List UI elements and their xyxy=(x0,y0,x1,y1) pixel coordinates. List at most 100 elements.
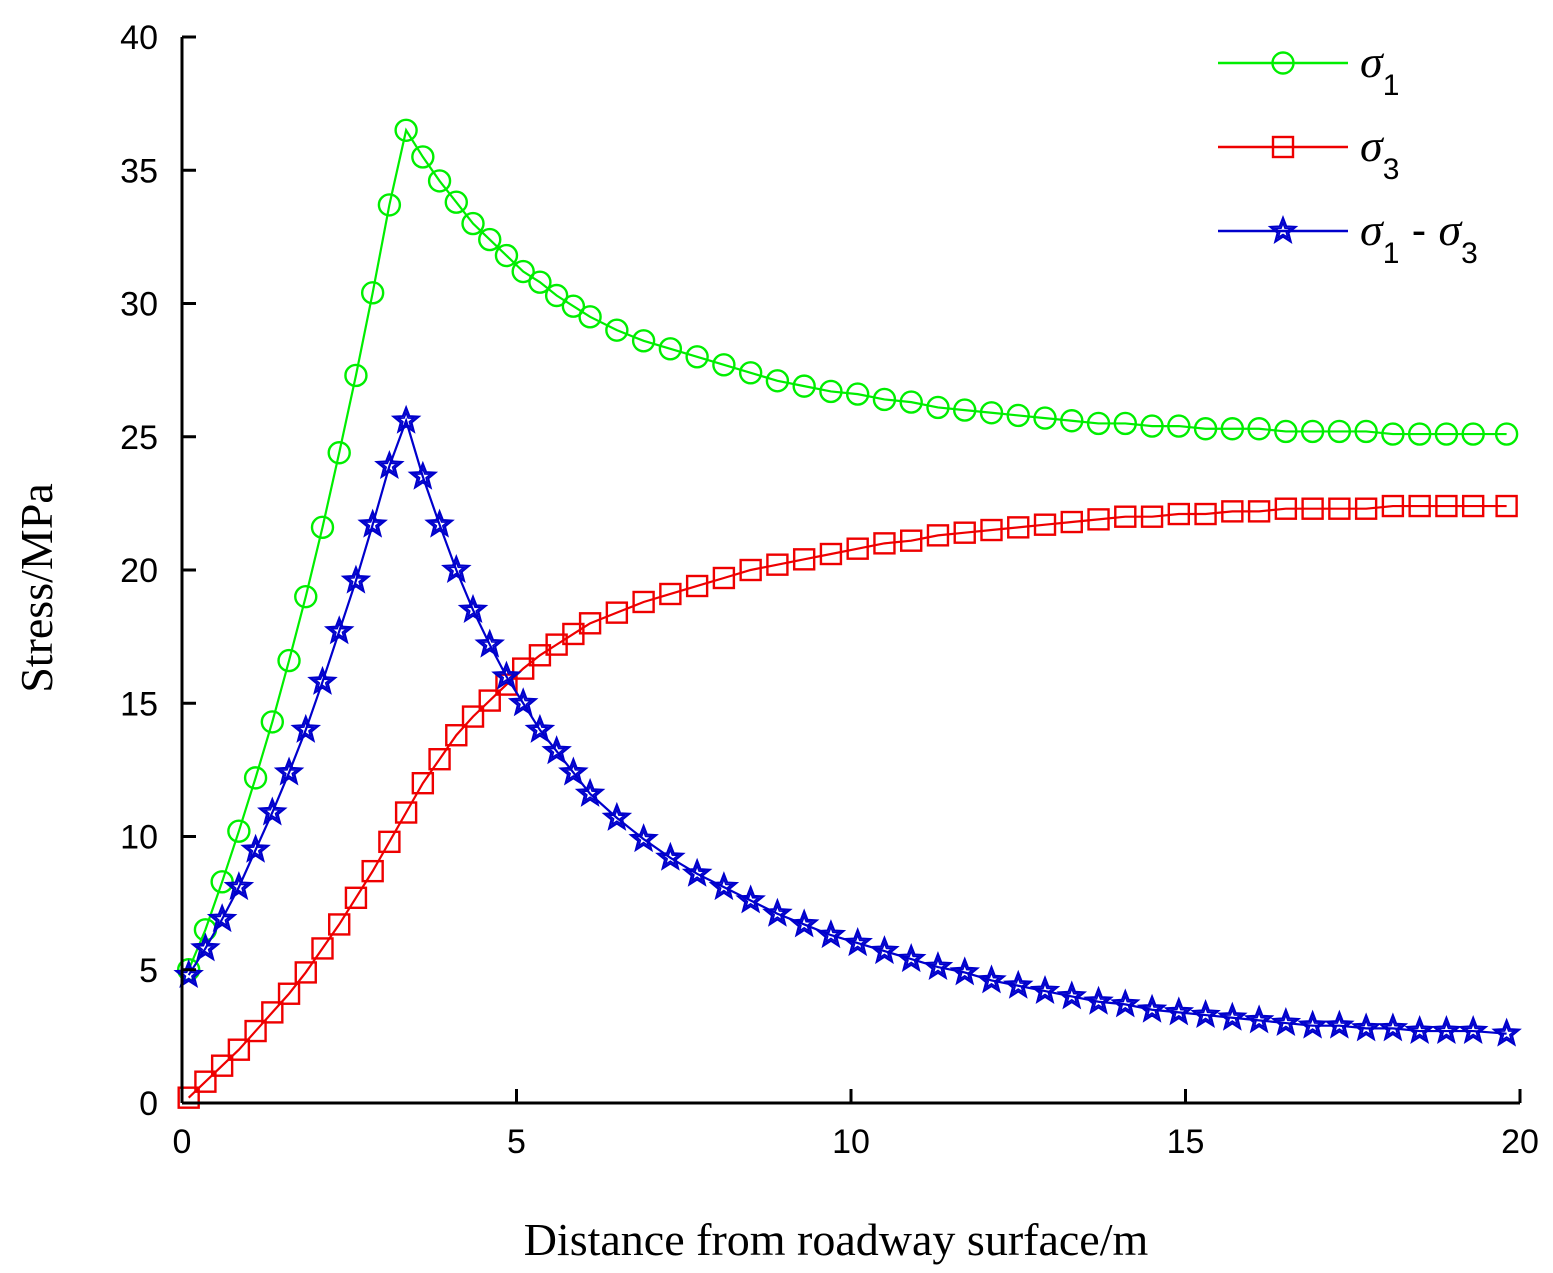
data-point-sigma3 xyxy=(461,705,485,728)
data-point-diff xyxy=(1324,1009,1355,1039)
data-point-sigma3 xyxy=(511,657,535,680)
data-point-sigma3 xyxy=(244,1019,267,1043)
data-point-sigma3 xyxy=(659,582,682,606)
legend-symbol: σ xyxy=(1360,36,1385,87)
data-point-sigma3 xyxy=(1140,505,1164,528)
data-point-sigma3 xyxy=(277,982,301,1005)
legend-marker-square xyxy=(1271,135,1295,159)
data-point-diff xyxy=(1404,1015,1435,1045)
data-point-sigma3 xyxy=(578,612,602,635)
data-point-diff xyxy=(190,932,221,962)
x-tick-label: 20 xyxy=(1501,1123,1539,1161)
data-point-sigma3 xyxy=(1221,500,1244,523)
data-point-sigma1 xyxy=(979,401,1004,425)
data-point-diff xyxy=(1377,1012,1409,1042)
data-point-sigma1 xyxy=(494,243,519,268)
data-point-diff xyxy=(390,404,422,434)
data-point-sigma1 xyxy=(765,369,790,393)
data-point-sigma1 xyxy=(1354,419,1378,444)
data-point-diff xyxy=(976,964,1007,994)
y-tick-label: 40 xyxy=(120,19,158,57)
data-point-diff xyxy=(1056,980,1088,1010)
data-point-sigma3 xyxy=(739,558,762,582)
data-point-sigma3 xyxy=(1328,497,1351,520)
series-sigma3 xyxy=(177,494,1518,1109)
data-point-sigma1 xyxy=(227,819,251,843)
x-axis-title: Distance from roadway surface/m xyxy=(524,1214,1149,1265)
data-point-sigma1 xyxy=(605,318,629,342)
data-point-sigma3 xyxy=(1114,505,1137,528)
data-point-diff xyxy=(922,951,954,981)
data-point-sigma1 xyxy=(1434,422,1459,446)
data-point-sigma3 xyxy=(712,566,736,590)
data-point-sigma1 xyxy=(561,294,586,318)
data-point-diff xyxy=(1190,999,1221,1029)
data-point-sigma3 xyxy=(1408,494,1431,518)
data-point-sigma3 xyxy=(328,913,351,936)
data-point-diff xyxy=(457,593,489,623)
data-point-diff xyxy=(949,956,980,986)
data-point-diff xyxy=(628,823,659,853)
data-point-sigma1 xyxy=(953,398,977,422)
data-point-sigma1 xyxy=(1300,419,1325,444)
legend-symbol: σ xyxy=(1360,204,1385,255)
legend-item-diff: σ1 - σ3 xyxy=(1218,204,1478,270)
data-point-diff xyxy=(574,777,606,807)
series-line-diff xyxy=(187,417,1507,1035)
data-point-sigma3 xyxy=(792,548,816,571)
data-point-diff xyxy=(323,615,355,645)
data-point-sigma3 xyxy=(1060,510,1083,534)
data-point-sigma1 xyxy=(478,227,502,252)
data-point-sigma3 xyxy=(819,542,843,566)
legend-item-sigma1: σ1 xyxy=(1218,36,1399,102)
data-point-diff xyxy=(524,713,556,743)
data-point-sigma3 xyxy=(873,532,896,555)
legend-label: σ3 xyxy=(1360,120,1399,186)
data-point-sigma3 xyxy=(1167,502,1191,526)
data-point-sigma1 xyxy=(1113,411,1137,436)
y-tick-label: 0 xyxy=(139,1085,158,1123)
y-tick-label: 35 xyxy=(120,152,158,190)
data-point-diff xyxy=(1083,985,1114,1015)
data-point-diff xyxy=(735,884,766,914)
data-point-diff xyxy=(541,735,572,765)
data-point-sigma1 xyxy=(845,382,870,406)
data-point-diff xyxy=(507,687,539,717)
legend-sub: 3 xyxy=(1383,153,1400,186)
data-point-diff xyxy=(340,564,372,594)
y-tick-label: 5 xyxy=(139,952,158,990)
data-point-diff xyxy=(1270,1007,1302,1037)
data-point-sigma3 xyxy=(1301,497,1324,520)
data-point-sigma3 xyxy=(227,1038,251,1061)
data-point-sigma1 xyxy=(1060,409,1084,433)
x-tick-label: 5 xyxy=(507,1123,526,1161)
data-point-diff xyxy=(223,871,255,901)
series-line-sigma1 xyxy=(187,127,1507,971)
data-point-diff xyxy=(1110,988,1141,1018)
data-point-sigma1 xyxy=(631,329,656,353)
data-point-sigma1 xyxy=(685,345,709,369)
data-point-sigma1 xyxy=(1167,414,1191,438)
data-point-sigma1 xyxy=(411,145,435,169)
legend-marker-star xyxy=(1267,214,1299,244)
data-point-sigma3 xyxy=(1033,513,1057,536)
y-tick-label: 25 xyxy=(120,419,158,457)
data-point-diff xyxy=(788,908,820,938)
data-point-sigma1 xyxy=(1086,411,1111,436)
y-axis-title: Stress/MPa xyxy=(11,483,62,693)
x-tick-label: 10 xyxy=(832,1123,870,1161)
data-point-sigma3 xyxy=(926,524,950,547)
data-point-diff xyxy=(1136,993,1168,1023)
data-point-sigma3 xyxy=(428,748,451,771)
data-point-sigma1 xyxy=(1494,422,1519,446)
data-point-diff xyxy=(273,756,305,786)
data-point-sigma3 xyxy=(411,772,435,795)
data-point-sigma1 xyxy=(1327,419,1352,444)
legend-symbol2: σ xyxy=(1438,204,1463,255)
data-point-sigma1 xyxy=(1381,422,1405,446)
legend-label: σ1 - σ3 xyxy=(1360,204,1478,270)
data-point-sigma3 xyxy=(344,886,368,909)
data-point-sigma3 xyxy=(378,830,401,854)
